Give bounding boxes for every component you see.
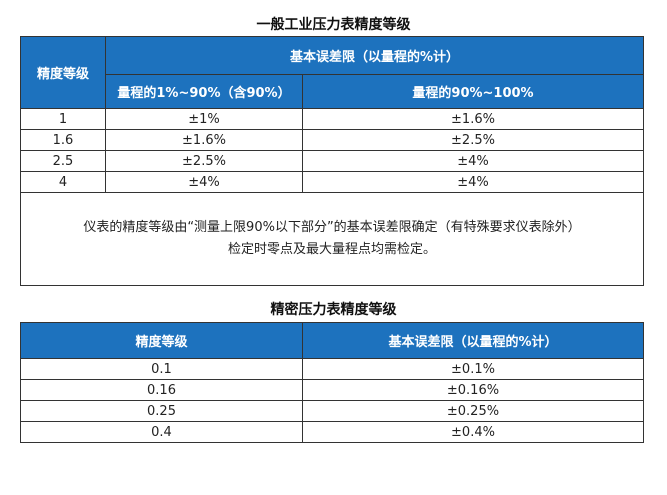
limit-cell: ±0.1% <box>302 358 644 380</box>
note-line-2: 检定时零点及最大量程点均需检定。 <box>227 242 436 257</box>
grade-cell: 0.16 <box>20 379 303 401</box>
precision-gauge-accuracy-table: 精度等级 基本误差限（以量程的%计） 0.1 ±0.1% 0.16 ±0.16%… <box>20 322 644 443</box>
table2-title: 精密压力表精度等级 <box>270 302 397 318</box>
table-row: 0.1 ±0.1% <box>20 358 644 380</box>
header-error-limit: 基本误差限（以量程的%计） <box>105 36 644 75</box>
table1-title: 一般工业压力表精度等级 <box>256 17 411 33</box>
table-row: 4 ±4% ±4% <box>20 171 644 193</box>
table-note: 仪表的精度等级由“测量上限90%以下部分”的基本误差限确定（有特殊要求仪表除外）… <box>20 192 644 286</box>
general-gauge-accuracy-table: 精度等级 基本误差限（以量程的%计） 量程的1%~90%（含90%） 量程的90… <box>20 36 644 286</box>
grade-cell: 1.6 <box>20 129 106 151</box>
subheader-range-low: 量程的1%~90%（含90%） <box>105 74 303 109</box>
note-line-1: 仪表的精度等级由“测量上限90%以下部分”的基本误差限确定（有特殊要求仪表除外） <box>83 220 581 235</box>
table-row: 0.25 ±0.25% <box>20 400 644 422</box>
high-range-cell: ±2.5% <box>302 129 644 151</box>
table-row: 1.6 ±1.6% ±2.5% <box>20 129 644 151</box>
table-row: 1 ±1% ±1.6% <box>20 108 644 130</box>
grade-cell: 2.5 <box>20 150 106 172</box>
header-grade: 精度等级 <box>20 322 303 359</box>
grade-cell: 0.25 <box>20 400 303 422</box>
low-range-cell: ±4% <box>105 171 303 193</box>
grade-cell: 0.1 <box>20 358 303 380</box>
low-range-cell: ±1.6% <box>105 129 303 151</box>
header-error-limit: 基本误差限（以量程的%计） <box>302 322 644 359</box>
grade-cell: 4 <box>20 171 106 193</box>
subheader-range-high: 量程的90%~100% <box>302 74 644 109</box>
low-range-cell: ±1% <box>105 108 303 130</box>
table-row: 2.5 ±2.5% ±4% <box>20 150 644 172</box>
low-range-cell: ±2.5% <box>105 150 303 172</box>
table-row: 0.16 ±0.16% <box>20 379 644 401</box>
limit-cell: ±0.4% <box>302 421 644 443</box>
grade-cell: 0.4 <box>20 421 303 443</box>
limit-cell: ±0.16% <box>302 379 644 401</box>
grade-cell: 1 <box>20 108 106 130</box>
high-range-cell: ±4% <box>302 171 644 193</box>
high-range-cell: ±4% <box>302 150 644 172</box>
high-range-cell: ±1.6% <box>302 108 644 130</box>
limit-cell: ±0.25% <box>302 400 644 422</box>
header-grade: 精度等级 <box>20 36 106 109</box>
table-row: 0.4 ±0.4% <box>20 421 644 443</box>
